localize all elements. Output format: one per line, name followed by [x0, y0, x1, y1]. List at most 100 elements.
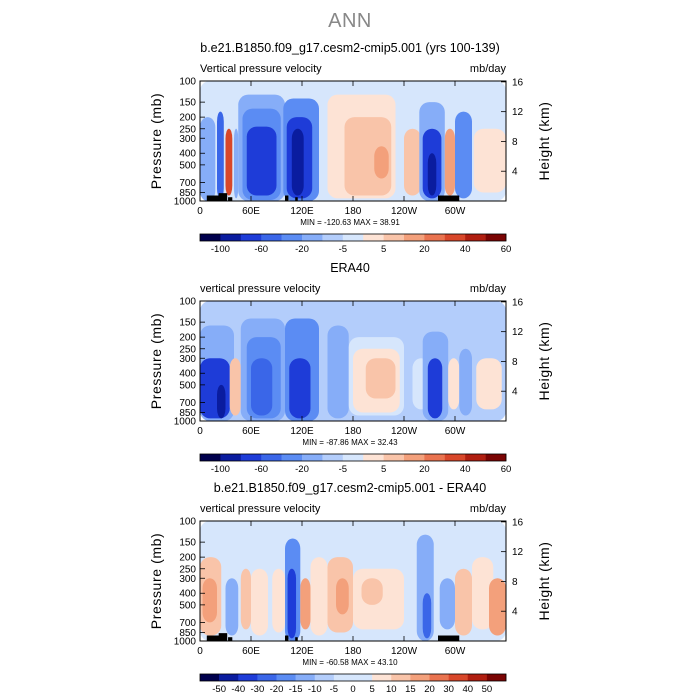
- contour-region: [489, 578, 506, 636]
- y-axis-label: Pressure (mb): [148, 93, 164, 189]
- panel-left-label: Vertical pressure velocity: [200, 63, 322, 75]
- pressure-tick-label: 200: [179, 113, 196, 124]
- colorbar-label: 5: [369, 684, 374, 695]
- colorbar-box: [238, 674, 258, 681]
- y-axis-label: Pressure (mb): [148, 313, 164, 409]
- colorbar-label: -5: [339, 244, 347, 255]
- contour-region: [336, 578, 349, 615]
- contour-region: [229, 358, 241, 416]
- colorbar-box: [342, 454, 364, 461]
- colorbar-box: [333, 674, 354, 681]
- colorbar-box: [240, 234, 262, 241]
- longitude-tick-label: 60E: [242, 646, 260, 657]
- longitude-tick-label: 120E: [290, 206, 314, 217]
- pressure-tick-label: 300: [179, 134, 196, 145]
- colorbar-box: [429, 674, 449, 681]
- panel-3: b.e21.B1850.f09_g17.cesm2-cmip5.001 - ER…: [148, 481, 552, 695]
- colorbar: -100 -60 -20 -5 5 20 40 60: [199, 453, 511, 475]
- colorbar-box: [257, 674, 277, 681]
- contour-region: [200, 117, 216, 201]
- colorbar-label: -15: [289, 684, 303, 695]
- height-tick-label: 12: [512, 107, 524, 118]
- contour-region: [374, 146, 389, 179]
- panel-title: b.e21.B1850.f09_g17.cesm2-cmip5.001 (yrs…: [200, 41, 500, 55]
- contour-region: [272, 568, 285, 633]
- contour-region: [289, 358, 311, 419]
- height-tick-label: 8: [512, 357, 518, 368]
- colorbar-box: [465, 234, 486, 241]
- pressure-tick-label: 500: [179, 380, 196, 391]
- colorbar: -100 -60 -20 -5 5 20 40 60: [199, 233, 512, 255]
- pressure-tick-label: 400: [179, 369, 196, 380]
- panel-right-label: mb/day: [470, 503, 507, 515]
- colorbar-box: [363, 234, 384, 241]
- y2-axis-label: Height (km): [536, 102, 552, 181]
- height-tick-label: 16: [512, 517, 524, 528]
- colorbar-box: [485, 234, 507, 241]
- longitude-tick-label: 60W: [445, 426, 466, 437]
- pressure-tick-label: 500: [179, 600, 196, 611]
- contour-region: [202, 578, 217, 623]
- contour-region: [246, 126, 277, 196]
- panel-left-label: vertical pressure velocity: [200, 503, 321, 515]
- colorbar-box: [200, 234, 221, 241]
- colorbar-label: -10: [308, 684, 322, 695]
- longitude-tick-label: 120W: [391, 646, 418, 657]
- land-mask: [285, 635, 289, 641]
- contour-region: [427, 358, 443, 419]
- height-tick-label: 12: [512, 327, 524, 338]
- pressure-tick-label: 400: [179, 149, 196, 160]
- pressure-tick-label: 100: [179, 77, 196, 88]
- height-tick-label: 4: [512, 167, 518, 178]
- colorbar-label: 60: [501, 244, 512, 255]
- colorbar-box: [220, 234, 242, 241]
- colorbar-box: [444, 454, 466, 461]
- pressure-tick-label: 200: [179, 333, 196, 344]
- contour-region: [455, 111, 472, 199]
- pressure-tick-label: 150: [179, 538, 196, 549]
- colorbar-box: [404, 454, 425, 461]
- pressure-tick-label: 700: [179, 178, 196, 189]
- contour-region: [472, 557, 494, 630]
- colorbar-box: [276, 674, 296, 681]
- colorbar-label: 15: [405, 684, 416, 695]
- y2-axis-label: Height (km): [536, 322, 552, 401]
- colorbar-box: [383, 234, 405, 241]
- colorbar-label: -20: [295, 244, 309, 255]
- colorbar-box: [342, 234, 364, 241]
- panel-right-label: mb/day: [470, 283, 507, 295]
- page-title: ANN: [328, 10, 372, 32]
- colorbar-label: 30: [443, 684, 454, 695]
- contour-region: [473, 128, 506, 193]
- longitude-tick-label: 180: [345, 426, 362, 437]
- land-mask: [206, 635, 224, 641]
- height-tick-label: 16: [512, 77, 524, 88]
- land-mask: [218, 633, 228, 641]
- longitude-tick-label: 0: [197, 426, 203, 437]
- colorbar-box: [444, 234, 466, 241]
- contour-region: [251, 358, 273, 416]
- colorbar-box: [240, 454, 262, 461]
- longitude-tick-label: 60W: [445, 206, 466, 217]
- contour-region: [476, 358, 502, 410]
- colorbar-label: 50: [482, 684, 493, 695]
- land-mask: [285, 195, 289, 201]
- colorbar-box: [220, 454, 242, 461]
- land-mask: [295, 197, 298, 201]
- colorbar-box: [302, 454, 323, 461]
- colorbar-frame: [199, 233, 507, 242]
- longitude-tick-label: 120W: [391, 426, 418, 437]
- colorbar-box: [295, 674, 316, 681]
- colorbar-box: [261, 234, 282, 241]
- colorbar-label: 0: [350, 684, 355, 695]
- pressure-tick-label: 1000: [174, 417, 197, 428]
- colorbar-box: [383, 454, 405, 461]
- contour-region: [444, 128, 455, 196]
- longitude-tick-label: 120W: [391, 206, 418, 217]
- colorbar-label: 10: [386, 684, 397, 695]
- colorbar-label: 40: [460, 244, 471, 255]
- pressure-tick-label: 1000: [174, 197, 197, 208]
- longitude-tick-label: 180: [345, 646, 362, 657]
- contour-region: [459, 348, 472, 416]
